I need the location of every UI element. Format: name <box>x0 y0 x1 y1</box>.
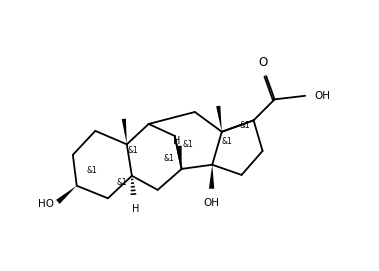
Text: O: O <box>258 56 267 69</box>
Text: &1: &1 <box>221 137 232 146</box>
Polygon shape <box>56 186 77 204</box>
Text: &1: &1 <box>127 146 138 155</box>
Text: &1: &1 <box>86 166 97 175</box>
Text: &1: &1 <box>239 121 250 130</box>
Text: H: H <box>132 204 140 214</box>
Text: H: H <box>172 136 180 146</box>
Text: OH: OH <box>204 198 219 208</box>
Polygon shape <box>177 146 182 169</box>
Polygon shape <box>209 165 214 189</box>
Text: HO: HO <box>38 199 54 209</box>
Text: &1: &1 <box>117 178 128 187</box>
Text: &1: &1 <box>163 154 174 163</box>
Polygon shape <box>216 106 222 132</box>
Polygon shape <box>122 119 127 144</box>
Text: OH: OH <box>315 91 331 101</box>
Text: &1: &1 <box>182 140 193 149</box>
